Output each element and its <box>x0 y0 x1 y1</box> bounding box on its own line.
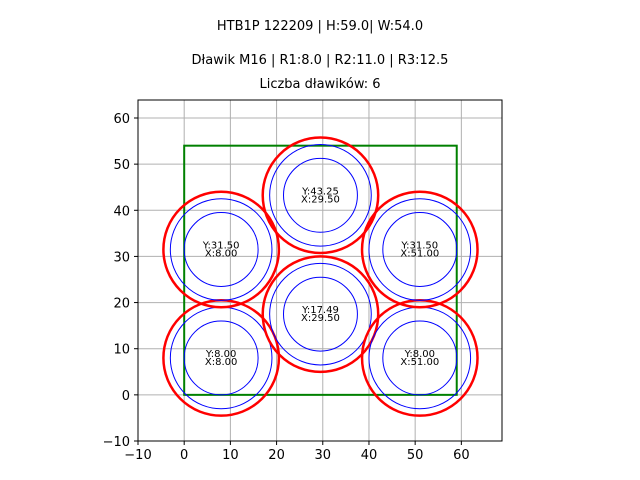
y-tick-label: 10 <box>113 343 130 358</box>
gland-label-x: X:8.00 <box>205 249 238 260</box>
gland-label-x: X:29.50 <box>301 194 340 205</box>
y-tick-label: 0 <box>122 389 130 404</box>
gland-label-x: X:29.50 <box>301 313 340 324</box>
x-tick-label: −10 <box>124 448 151 463</box>
gland-circle-r1 <box>183 320 259 396</box>
y-tick-label: −10 <box>103 435 130 450</box>
chart-subtitle: Dławik M16 | R1:8.0 | R2:11.0 | R3:12.5 <box>191 53 449 68</box>
gland-label-x: X:51.00 <box>400 357 439 368</box>
y-tick-label: 40 <box>113 204 130 219</box>
gland-circle-r1 <box>382 320 458 396</box>
gland-circle-r1 <box>283 157 358 233</box>
gland-label-y: Y:43.25 <box>301 186 339 197</box>
gland-circle-r1 <box>283 276 358 352</box>
gland-circle-r3 <box>261 255 380 374</box>
y-tick-label: 50 <box>113 158 130 173</box>
gland-circle-r2 <box>368 198 472 301</box>
x-tick-label: 0 <box>180 448 188 463</box>
gland-circle-r3 <box>360 190 479 309</box>
x-tick-label: 20 <box>268 448 285 463</box>
gland-label-y: Y:8.00 <box>404 349 435 360</box>
gland-label-y: Y:31.50 <box>202 241 240 252</box>
gland-layout: Y:8.00X:8.00Y:31.50X:8.00Y:17.49X:29.50Y… <box>162 136 479 417</box>
x-tick-label: 40 <box>361 448 378 463</box>
x-tick-label: 30 <box>314 448 331 463</box>
chart-count: Liczba dławików: 6 <box>259 77 381 92</box>
gland-circle-r2 <box>269 262 372 366</box>
gland-label-x: X:51.00 <box>400 249 439 260</box>
gland-circle-r2 <box>269 143 372 247</box>
gland-circle-r2 <box>169 198 273 301</box>
gland-circle-r3 <box>261 136 380 255</box>
chart-title: HTB1P 122209 | H:59.0| W:54.0 <box>216 19 424 34</box>
y-tick-label: 20 <box>113 297 130 312</box>
x-tick-label: 50 <box>407 448 424 463</box>
y-tick-label: 30 <box>113 250 130 265</box>
gland-circle-r1 <box>382 212 458 287</box>
gland-circle-r1 <box>183 212 259 287</box>
gland-circle-r3 <box>162 190 281 309</box>
x-tick-label: 60 <box>453 448 470 463</box>
enclosure-rectangle <box>183 144 458 396</box>
y-tick-label: 60 <box>113 112 130 127</box>
gland-label-x: X:8.00 <box>205 357 238 368</box>
grid-lines <box>137 100 502 442</box>
gland-label-y: Y:17.49 <box>301 305 339 316</box>
gland-label-y: Y:31.50 <box>400 241 438 252</box>
gland-label-y: Y:8.00 <box>205 349 236 360</box>
x-tick-label: 10 <box>222 448 239 463</box>
axis-ticks: −10 0 10 20 30 40 50 60 −10 0 10 20 30 40 50 60 <box>103 112 470 463</box>
axes-frame <box>137 99 503 442</box>
